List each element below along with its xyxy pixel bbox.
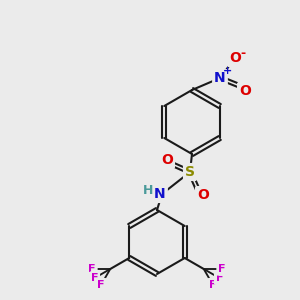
- Text: F: F: [216, 273, 223, 283]
- Text: F: F: [98, 280, 105, 290]
- Text: O: O: [229, 51, 241, 65]
- Text: O: O: [161, 153, 173, 167]
- Text: S: S: [185, 165, 195, 179]
- Text: O: O: [197, 188, 209, 202]
- Text: F: F: [88, 264, 96, 274]
- Text: N: N: [214, 71, 226, 85]
- Text: -: -: [240, 47, 246, 61]
- Text: N: N: [154, 187, 166, 201]
- Text: F: F: [91, 273, 98, 283]
- Text: O: O: [239, 84, 251, 98]
- Text: F: F: [218, 264, 226, 274]
- Text: +: +: [224, 66, 232, 76]
- Text: F: F: [209, 280, 217, 290]
- Text: H: H: [143, 184, 153, 196]
